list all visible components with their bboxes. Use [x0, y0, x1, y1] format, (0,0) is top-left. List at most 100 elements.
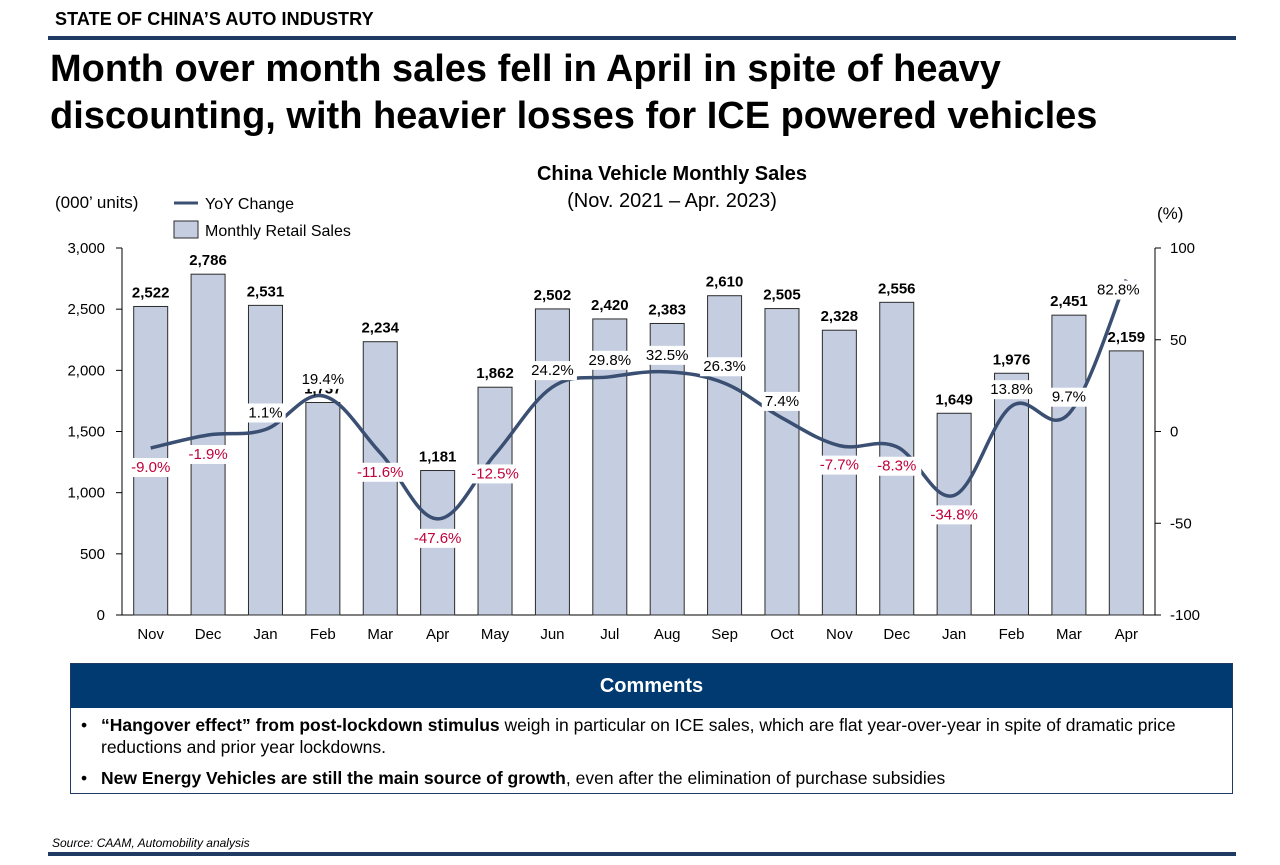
yoy-value-label: -9.0%	[131, 459, 170, 476]
x-tick-label: Jan	[942, 626, 966, 643]
y-tick-label: 2,500	[67, 301, 105, 318]
x-tick-label: Dec	[883, 626, 910, 643]
x-tick-label: Dec	[195, 626, 222, 643]
sales-bar	[190, 273, 226, 616]
yoy-label-backing	[814, 455, 864, 475]
bar-value-label: 1,862	[476, 365, 514, 382]
yoy-value-label: 19.4%	[302, 371, 345, 388]
page-title: Month over month sales fell in April in …	[50, 48, 1098, 137]
x-tick-label: Apr	[1115, 626, 1138, 643]
yoy-label-backing	[872, 456, 922, 476]
x-tick-label: Mar	[1056, 626, 1082, 643]
y2-tick-label: 0	[1170, 424, 1178, 441]
footer-rule	[48, 852, 1236, 856]
legend-label-yoy: YoY Change	[205, 196, 294, 213]
yoy-value-label: -47.6%	[414, 530, 462, 547]
bar-value-label: 2,451	[1050, 293, 1088, 310]
yoy-label-backing	[1048, 387, 1090, 407]
bar-value-label: 2,610	[706, 274, 744, 291]
y2-tick-label: -50	[1170, 515, 1192, 532]
x-tick-label: Feb	[999, 626, 1025, 643]
yoy-label-backing	[700, 357, 750, 377]
yoy-label-backing	[925, 505, 983, 525]
sales-bar	[534, 308, 570, 616]
bar-value-label: 1,181	[419, 449, 457, 466]
y-tick-label: 1,500	[67, 424, 105, 441]
yoy-label-backing	[642, 345, 692, 365]
yoy-value-label: 29.8%	[589, 352, 632, 369]
yoy-value-label: 82.8%	[1097, 282, 1140, 299]
source-note: Source: CAAM, Automobility analysis	[52, 836, 250, 850]
chart-subtitle: (Nov. 2021 – Apr. 2023)	[567, 190, 777, 212]
y-tick-label: 0	[97, 607, 105, 624]
sales-bar	[477, 386, 513, 616]
bar-value-label: 1,649	[935, 391, 973, 408]
yoy-value-label: 9.7%	[1052, 389, 1086, 406]
header-rule	[48, 36, 1236, 40]
bar-value-label: 2,786	[189, 252, 227, 269]
sales-bar	[649, 322, 685, 616]
yoy-value-label: -34.8%	[930, 506, 978, 523]
sales-bar	[305, 402, 341, 616]
sales-bar	[764, 308, 800, 616]
bullet-marker: •	[81, 768, 88, 788]
legend-bar-swatch	[173, 220, 199, 239]
x-tick-label: Jan	[253, 626, 277, 643]
bar-value-label: 2,383	[648, 301, 686, 318]
y2-tick-label: 50	[1170, 332, 1187, 349]
yoy-value-label: 1.1%	[248, 404, 282, 421]
x-tick-label: Nov	[826, 626, 853, 643]
comment-rest-2: , even after the elimination of purchase…	[565, 768, 946, 788]
yoy-value-label: 7.4%	[765, 393, 799, 410]
comments-panel: Comments • “Hangover effect” from post-l…	[70, 663, 1233, 794]
comment-rest-1: weigh in particular on ICE sales, which …	[101, 715, 1176, 757]
x-tick-label: Feb	[310, 626, 336, 643]
comments-title: Comments	[71, 664, 1232, 708]
x-tick-label: Sep	[711, 626, 738, 643]
x-tick-label: Jun	[540, 626, 564, 643]
sales-bar	[994, 372, 1030, 616]
comment-text-2: New Energy Vehicles are still the main s…	[101, 767, 945, 789]
yoy-value-label: -12.5%	[471, 465, 519, 482]
bar-value-label: 2,556	[878, 280, 916, 297]
bar-value-label: 2,502	[534, 287, 572, 304]
bar-value-label: 1,976	[993, 351, 1031, 368]
y-tick-label: 1,000	[67, 485, 105, 502]
bar-value-label: 2,234	[361, 320, 399, 337]
yoy-value-label: -7.7%	[820, 457, 859, 474]
x-tick-label: Jul	[600, 626, 619, 643]
y2-axis-label: (%)	[1157, 204, 1183, 223]
x-tick-label: Aug	[654, 626, 681, 643]
yoy-label-backing	[183, 444, 233, 464]
yoy-value-label: -1.9%	[188, 446, 227, 463]
y-tick-label: 3,000	[67, 240, 105, 257]
yoy-value-label: 26.3%	[703, 358, 746, 375]
bar-value-label: 2,328	[821, 308, 859, 325]
bar-value-label: 2,531	[247, 283, 285, 300]
yoy-label-backing	[585, 350, 635, 370]
yoy-label-backing	[351, 462, 410, 482]
sales-bar	[707, 295, 743, 616]
chart-title: China Vehicle Monthly Sales	[537, 163, 807, 185]
yoy-value-label: 13.8%	[990, 381, 1033, 398]
section-label: STATE OF CHINA’S AUTO INDUSTRY	[55, 9, 374, 29]
bar-value-label: 2,159	[1108, 329, 1146, 346]
x-tick-label: Apr	[426, 626, 449, 643]
bar-value-label: 2,522	[132, 284, 170, 301]
x-tick-label: Oct	[770, 626, 794, 643]
yoy-value-label: 24.2%	[531, 362, 574, 379]
bullet-marker: •	[81, 715, 88, 735]
yoy-value-label: 32.5%	[646, 347, 689, 364]
comment-bullet-2: • New Energy Vehicles are still the main…	[81, 767, 1222, 789]
y-tick-label: 2,000	[67, 362, 105, 379]
yoy-label-backing	[761, 391, 803, 411]
legend-label-sales: Monthly Retail Sales	[205, 223, 351, 240]
x-tick-label: Mar	[367, 626, 393, 643]
y-axis-label: (000’ units)	[55, 193, 138, 212]
comment-text-1: “Hangover effect” from post-lockdown sti…	[101, 714, 1222, 758]
yoy-label-backing	[1093, 280, 1143, 300]
bar-value-label: 2,505	[763, 287, 801, 304]
comment-bold-1: “Hangover effect” from post-lockdown sti…	[101, 715, 500, 735]
yoy-label-backing	[987, 380, 1037, 400]
yoy-label-backing	[298, 369, 348, 389]
